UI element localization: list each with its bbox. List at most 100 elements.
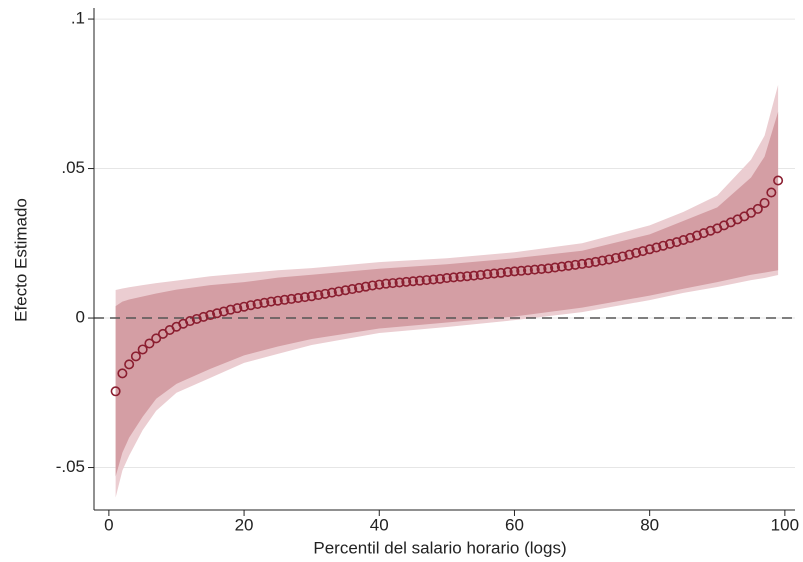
- point: [671, 237, 682, 248]
- point: [583, 258, 594, 269]
- point: [293, 293, 304, 304]
- point: [570, 259, 581, 270]
- point: [766, 187, 777, 198]
- point: [705, 225, 716, 236]
- point: [522, 265, 533, 276]
- point: [441, 272, 452, 283]
- point: [773, 175, 784, 186]
- point: [421, 275, 432, 286]
- x-axis-label: Percentil del salario horario (logs): [313, 538, 566, 557]
- point: [117, 368, 128, 379]
- point: [340, 285, 351, 296]
- x-tick-label: 40: [370, 515, 389, 534]
- point: [678, 235, 689, 246]
- point: [381, 278, 392, 289]
- point: [563, 260, 574, 271]
- point: [326, 287, 337, 298]
- point: [577, 258, 588, 269]
- point: [462, 271, 473, 282]
- point: [428, 274, 439, 285]
- point: [272, 295, 283, 306]
- point: [144, 338, 155, 349]
- point: [191, 313, 202, 324]
- point: [306, 291, 317, 302]
- point: [374, 279, 385, 290]
- point: [184, 316, 195, 327]
- point: [482, 269, 493, 280]
- point: [637, 246, 648, 257]
- confidence-band: [115, 111, 779, 477]
- point: [617, 251, 628, 262]
- point: [509, 266, 520, 277]
- point: [266, 296, 277, 307]
- point: [408, 276, 419, 287]
- point: [218, 306, 229, 317]
- x-tick-label: 80: [640, 515, 659, 534]
- point: [698, 228, 709, 239]
- point: [245, 300, 256, 311]
- x-tick-label: 60: [505, 515, 524, 534]
- point: [320, 288, 331, 299]
- point: [502, 267, 513, 278]
- point: [759, 197, 770, 208]
- point: [651, 242, 662, 253]
- point: [313, 290, 324, 301]
- point: [225, 304, 236, 315]
- point: [536, 264, 547, 275]
- point: [137, 344, 148, 355]
- point: [543, 263, 554, 274]
- point: [604, 254, 615, 265]
- point: [299, 292, 310, 303]
- y-tick-label: .05: [61, 158, 85, 177]
- point: [516, 265, 527, 276]
- point: [212, 308, 223, 319]
- point: [468, 270, 479, 281]
- y-tick-label: -.05: [56, 457, 85, 476]
- point: [259, 297, 270, 308]
- point: [455, 271, 466, 282]
- point: [347, 284, 358, 295]
- point: [205, 310, 216, 321]
- point: [691, 230, 702, 241]
- y-tick-label: 0: [76, 308, 85, 327]
- point: [664, 238, 675, 249]
- point: [198, 311, 209, 322]
- point: [435, 273, 446, 284]
- point: [232, 303, 243, 314]
- point: [550, 262, 561, 273]
- point: [597, 255, 608, 266]
- point: [414, 275, 425, 286]
- point: [448, 272, 459, 283]
- point: [387, 278, 398, 289]
- point: [130, 351, 141, 362]
- point: [353, 282, 364, 293]
- point: [286, 293, 297, 304]
- point: [610, 252, 621, 263]
- point: [360, 281, 371, 292]
- x-tick-label: 0: [104, 515, 113, 534]
- point: [658, 240, 669, 251]
- point: [489, 268, 500, 279]
- point: [624, 249, 635, 260]
- point: [124, 359, 135, 370]
- x-tick-label: 100: [771, 515, 799, 534]
- point: [556, 261, 567, 272]
- point: [631, 247, 642, 258]
- point: [333, 286, 344, 297]
- point: [239, 301, 250, 312]
- point: [752, 203, 763, 214]
- point: [110, 386, 121, 397]
- point: [475, 269, 486, 280]
- y-tick-label: .1: [71, 9, 85, 28]
- point: [401, 276, 412, 287]
- point: [394, 277, 405, 288]
- point: [279, 294, 290, 305]
- point: [685, 232, 696, 243]
- point: [590, 256, 601, 267]
- point: [252, 298, 263, 309]
- point: [367, 280, 378, 291]
- point: [529, 264, 540, 275]
- y-axis-label: Efecto Estimado: [11, 198, 30, 322]
- point: [495, 267, 506, 278]
